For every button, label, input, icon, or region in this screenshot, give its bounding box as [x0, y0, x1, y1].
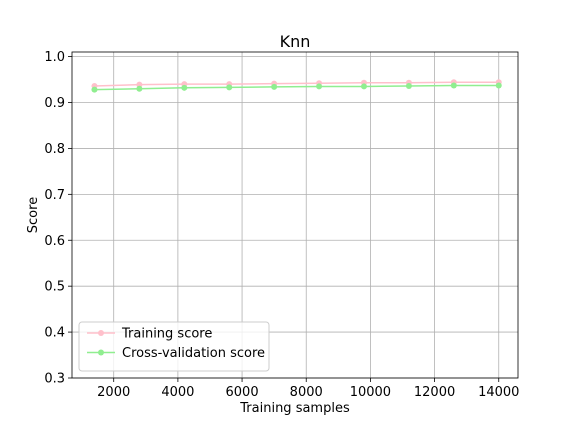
x-axis-title: Training samples [239, 401, 350, 416]
series-line-1 [94, 84, 499, 91]
legend-label-1: Cross-validation score [122, 346, 265, 361]
series-1-point [91, 86, 98, 93]
legend-label-0: Training score [121, 327, 212, 342]
series-line-0 [94, 81, 499, 87]
legend-box [78, 321, 270, 372]
x-tick-label: 2000 [97, 385, 130, 400]
chart-title: Knn [280, 32, 311, 51]
x-tick-label: 12000 [414, 385, 455, 400]
axis-ticks: 2000 4000 6000 8000 10000 12000 14000 0.3 0.4 0.5… [44, 50, 519, 400]
legend-marker-1 [98, 349, 104, 356]
y-tick-label: 0.6 [44, 234, 65, 249]
series-1-point [495, 82, 502, 89]
series-1-point [136, 85, 143, 92]
x-tick-label: 4000 [161, 385, 194, 400]
series-1-point [405, 82, 412, 89]
x-tick-label: 14000 [478, 385, 519, 400]
series-layer [91, 79, 502, 93]
y-tick-label: 0.9 [44, 96, 65, 111]
series-1-point [271, 83, 278, 90]
legend: Training score Cross-validation score [78, 321, 270, 372]
series-1-point [226, 84, 233, 91]
y-tick-label: 0.4 [44, 326, 65, 341]
legend-marker-0 [98, 330, 104, 336]
x-tick-label: 6000 [226, 385, 259, 400]
y-tick-label: 0.5 [44, 280, 65, 295]
y-tick-label: 1.0 [44, 50, 65, 65]
y-axis-title: Score [26, 197, 41, 233]
series-0-point [136, 81, 143, 88]
x-tick-label: 8000 [290, 385, 323, 400]
y-tick-label: 0.8 [44, 142, 65, 157]
plot-area-frame [71, 51, 519, 379]
series-1-point [450, 82, 457, 89]
y-tick-label: 0.7 [44, 188, 65, 203]
series-1-point [316, 83, 323, 90]
x-tick-label: 10000 [350, 385, 391, 400]
series-1-point [360, 83, 367, 90]
y-tick-label: 0.3 [44, 372, 65, 387]
series-1-point [181, 84, 188, 91]
